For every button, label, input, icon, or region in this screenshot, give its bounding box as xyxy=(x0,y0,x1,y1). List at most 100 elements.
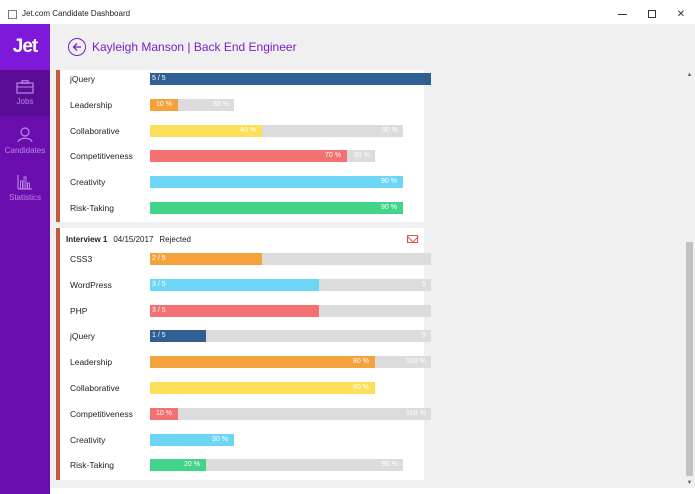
minimize-button[interactable] xyxy=(607,0,637,28)
skill-bar-track: 1 / 5 5 xyxy=(150,330,431,343)
skill-value-label: 10 % xyxy=(156,100,172,108)
window-title: Jet.com Candidate Dashboard xyxy=(22,9,131,18)
skill-max-label: 100 % xyxy=(406,358,426,366)
card-accent-stripe xyxy=(56,228,60,480)
skill-label: CSS3 xyxy=(70,254,93,264)
skill-bar-track: 20 % 90 % xyxy=(150,459,403,472)
skill-value-label: 1 / 5 xyxy=(152,332,166,340)
skill-bar-fill xyxy=(150,330,206,343)
maximize-button[interactable] xyxy=(637,0,667,28)
interview-status: Rejected xyxy=(159,234,191,244)
close-button[interactable]: ✕ xyxy=(666,0,695,28)
skill-label: Leadership xyxy=(70,357,113,368)
skill-bar-fill xyxy=(150,382,375,394)
main-content: jQuery 5 / 5 Leadership 10 % 30 % Collaborati… xyxy=(50,70,695,488)
card-accent-stripe xyxy=(56,70,60,222)
skill-row: CSS3 2 / 5 xyxy=(70,252,431,266)
sidebar-item-candidates[interactable]: Candidates xyxy=(0,118,50,164)
skill-row: Leadership 10 % 30 % xyxy=(70,98,420,112)
skill-bar-fill xyxy=(150,202,403,214)
skill-label: PHP xyxy=(70,305,88,316)
skill-bar-fill xyxy=(150,356,375,369)
skill-bar-fill xyxy=(150,304,319,317)
sidebar-item-statistics[interactable]: Statistics xyxy=(0,165,50,211)
skill-value-label: 40 % xyxy=(240,126,256,134)
skill-max-label: 80 % xyxy=(354,152,370,160)
skill-row: Creativity 90 % xyxy=(70,175,420,189)
skill-row: Risk-Taking 90 % xyxy=(70,201,420,215)
skill-bar-fill xyxy=(150,253,262,265)
app-icon xyxy=(8,10,17,19)
skill-label: Collaborative xyxy=(70,125,120,136)
skill-label: jQuery xyxy=(70,331,96,342)
skill-label: Creativity xyxy=(70,434,106,445)
skill-value-label: 5 / 5 xyxy=(152,75,166,82)
skill-row: jQuery 5 / 5 xyxy=(70,72,431,86)
skill-row: Collaborative 80 % xyxy=(70,381,420,395)
skill-bar-fill xyxy=(150,433,234,446)
skill-bar-track: 3 / 5 5 xyxy=(150,278,431,291)
skill-value-label: 20 % xyxy=(184,461,200,469)
sidebar-item-label: Jobs xyxy=(16,97,34,106)
skill-label: Risk-Taking xyxy=(70,460,114,471)
window-bottom-edge xyxy=(50,488,695,494)
back-button[interactable] xyxy=(68,38,86,56)
page-header: Kayleigh Manson | Back End Engineer xyxy=(50,24,695,70)
skill-value-label: 90 % xyxy=(381,204,397,211)
skill-row: Competitiveness 70 % 80 % xyxy=(70,149,420,163)
interview-date: 04/15/2017 xyxy=(113,234,154,244)
skill-max-label: 90 % xyxy=(382,461,398,469)
page-title: Kayleigh Manson | Back End Engineer xyxy=(92,40,297,54)
skill-value-label: 30 % xyxy=(212,435,228,443)
skill-max-label: 90 % xyxy=(382,126,398,134)
skill-bar-track: 80 % 100 % xyxy=(150,356,431,369)
sidebar: Jet Jobs Candidates Statistics xyxy=(0,24,50,494)
skill-row: Risk-Taking 20 % 90 % xyxy=(70,458,420,472)
skill-row: Competitiveness 10 % 100 % xyxy=(70,407,431,421)
skill-value-label: 3 / 5 xyxy=(152,306,166,314)
skill-bar-fill xyxy=(150,98,178,111)
skill-label: Creativity xyxy=(70,177,106,188)
skill-max-label: 100 % xyxy=(406,409,426,417)
skill-bar-fill xyxy=(150,407,178,420)
close-icon: ✕ xyxy=(676,8,686,20)
scroll-up-arrow-icon[interactable]: ▲ xyxy=(686,72,693,78)
interview-card: jQuery 5 / 5 Leadership 10 % 30 % Collaborati… xyxy=(56,70,431,222)
sidebar-item-jobs[interactable]: Jobs xyxy=(0,70,50,116)
skill-value-label: 2 / 5 xyxy=(152,255,166,262)
minimize-icon xyxy=(617,13,627,15)
skill-max-label: 5 xyxy=(422,332,426,340)
skill-bar-track: 90 % xyxy=(150,202,403,214)
skill-value-label: 70 % xyxy=(325,152,341,160)
arrow-left-icon xyxy=(72,43,81,51)
skill-bar-track: 5 / 5 xyxy=(150,73,431,85)
sidebar-item-label: Candidates xyxy=(4,146,46,155)
vertical-scrollbar[interactable]: ▲ ▼ xyxy=(684,70,695,488)
briefcase-icon xyxy=(16,80,34,94)
skill-value-label: 10 % xyxy=(156,409,172,417)
skill-bar-track: 70 % 80 % xyxy=(150,150,375,163)
scroll-down-arrow-icon[interactable]: ▼ xyxy=(686,480,693,486)
skill-bar-track: 10 % 100 % xyxy=(150,407,431,420)
skill-row: Creativity 30 % xyxy=(70,433,420,447)
skill-bar-fill xyxy=(150,459,206,472)
skill-bar-track: 2 / 5 xyxy=(150,253,431,265)
skill-bar-fill xyxy=(150,73,431,85)
skill-bar-track: 30 % xyxy=(150,433,234,446)
person-icon xyxy=(17,127,33,143)
skill-row: Leadership 80 % 100 % xyxy=(70,355,431,369)
skill-bar-track: 10 % 30 % xyxy=(150,98,234,111)
skill-label: jQuery xyxy=(70,74,96,84)
logo: Jet xyxy=(0,24,50,70)
skill-bar-track: 40 % 90 % xyxy=(150,124,403,137)
skill-bar-fill xyxy=(150,176,403,189)
skill-bar-fill xyxy=(150,124,262,137)
skill-max-label: 30 % xyxy=(213,100,229,108)
scroll-thumb[interactable] xyxy=(686,242,693,476)
skill-label: Competitiveness xyxy=(70,408,133,419)
skill-row: Collaborative 40 % 90 % xyxy=(70,124,420,138)
interview-header: Interview 1 04/15/2017 Rejected xyxy=(66,230,191,248)
mail-icon[interactable] xyxy=(407,235,418,243)
skill-max-label: 5 xyxy=(422,280,426,288)
skill-bar-track: 80 % xyxy=(150,382,375,394)
